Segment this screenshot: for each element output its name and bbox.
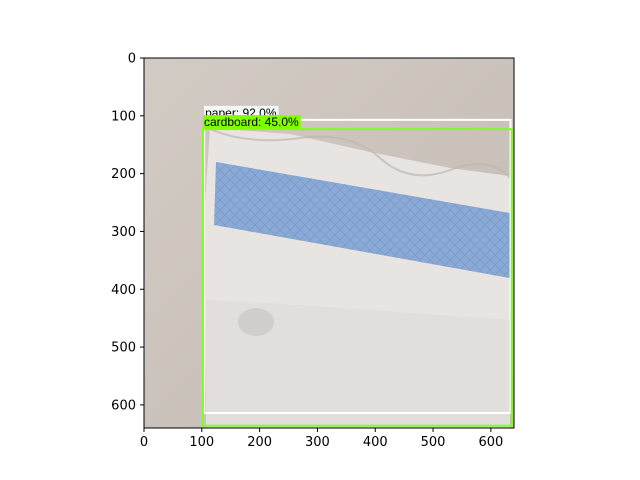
x-tick-label: 200 (247, 435, 272, 450)
y-tick-label: 0 (128, 52, 136, 67)
photo-image (144, 58, 514, 428)
x-tick-label: 500 (421, 435, 446, 450)
crumple-edge (211, 129, 511, 179)
detection-overlay: paper: 92.0%cardboard: 45.0% (201, 105, 513, 427)
security-band-texture (214, 162, 510, 278)
x-tick-label: 0 (140, 435, 148, 450)
detection-box (201, 128, 513, 427)
axis-ticks: 0 100 200 300 400 500 600 0 100 200 300 400 500 600 (111, 52, 503, 451)
x-tick-label: 400 (363, 435, 388, 450)
detection-label: cardboard: 45.0% (202, 115, 301, 130)
y-tick-label: 300 (111, 225, 136, 240)
detection-label-text: cardboard: 45.0% (204, 115, 299, 129)
paper-smudge (238, 308, 274, 336)
y-tick-label: 400 (111, 283, 136, 298)
y-tick-label: 600 (111, 398, 136, 413)
y-tick-label: 100 (111, 109, 136, 124)
y-tick-label: 200 (111, 167, 136, 182)
x-tick-label: 300 (305, 435, 330, 450)
envelope-shadow (206, 300, 510, 428)
y-tick-label: 500 (111, 341, 136, 356)
axes-frame (143, 57, 515, 429)
x-tick-label: 100 (189, 435, 214, 450)
detection-box (203, 118, 512, 414)
detection-label-background (202, 115, 301, 130)
x-tick-label: 600 (478, 435, 503, 450)
